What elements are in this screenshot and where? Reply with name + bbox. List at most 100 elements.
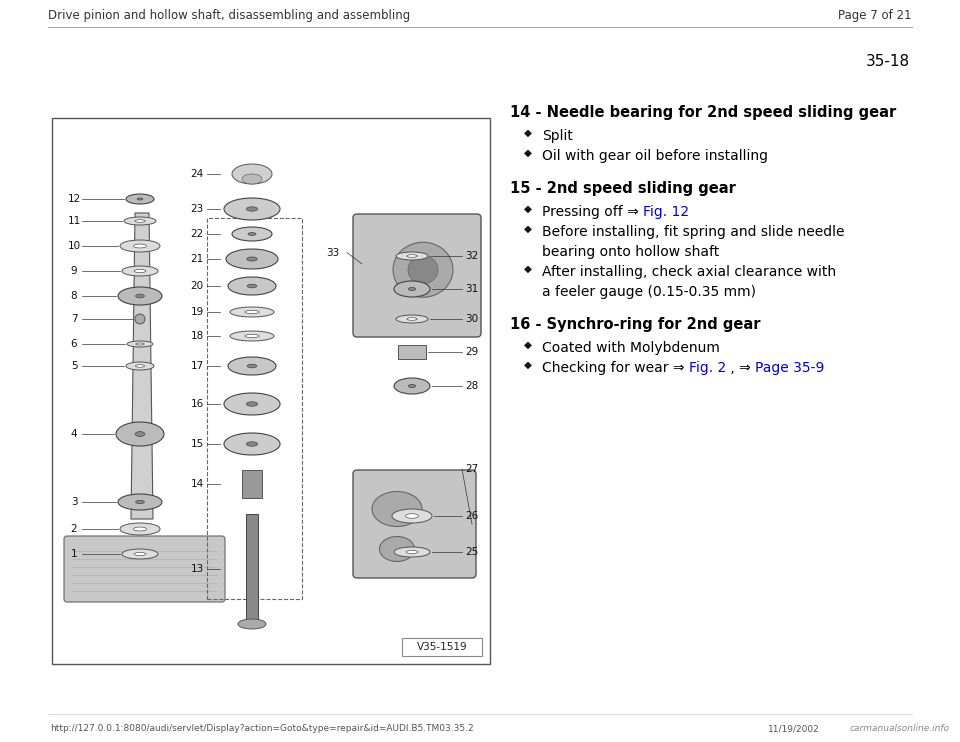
Ellipse shape (242, 174, 262, 184)
Text: 32: 32 (466, 251, 479, 261)
Ellipse shape (372, 491, 422, 527)
Text: 19: 19 (190, 307, 204, 317)
Text: 11/19/2002: 11/19/2002 (768, 724, 820, 733)
FancyBboxPatch shape (353, 214, 481, 337)
Ellipse shape (238, 619, 266, 629)
Text: 7: 7 (71, 314, 78, 324)
Ellipse shape (247, 257, 257, 261)
Ellipse shape (396, 252, 428, 260)
Text: 9: 9 (71, 266, 78, 276)
Text: Split: Split (542, 129, 573, 143)
Text: 12: 12 (67, 194, 81, 204)
Circle shape (135, 314, 145, 324)
Text: 14 - Needle bearing for 2nd speed sliding gear: 14 - Needle bearing for 2nd speed slidin… (510, 105, 897, 120)
Ellipse shape (230, 331, 274, 341)
FancyBboxPatch shape (353, 470, 476, 578)
Text: 4: 4 (71, 429, 78, 439)
FancyBboxPatch shape (64, 536, 225, 602)
Ellipse shape (408, 287, 416, 291)
Ellipse shape (228, 357, 276, 375)
Text: ◆: ◆ (524, 360, 532, 370)
Ellipse shape (120, 240, 160, 252)
Polygon shape (131, 213, 153, 519)
Text: 23: 23 (190, 204, 204, 214)
Ellipse shape (133, 244, 147, 248)
Ellipse shape (126, 194, 154, 204)
Text: 2: 2 (71, 524, 78, 534)
Text: a feeler gauge (0.15-0.35 mm): a feeler gauge (0.15-0.35 mm) (542, 285, 756, 299)
Text: V35-1519: V35-1519 (417, 642, 468, 652)
Text: ◆: ◆ (524, 340, 532, 350)
Ellipse shape (408, 256, 438, 283)
Text: 27: 27 (466, 464, 479, 474)
Bar (242, 470, 262, 498)
Ellipse shape (394, 281, 430, 297)
Ellipse shape (247, 441, 257, 446)
Ellipse shape (230, 307, 274, 317)
Text: 28: 28 (466, 381, 479, 391)
Text: 17: 17 (190, 361, 204, 371)
Text: http://127.0.0.1:8080/audi/servlet/Display?action=Goto&type=repair&id=AUDI.B5.TM: http://127.0.0.1:8080/audi/servlet/Displ… (50, 724, 473, 733)
Ellipse shape (396, 315, 428, 323)
Ellipse shape (392, 509, 432, 523)
Ellipse shape (406, 551, 418, 554)
Text: ◆: ◆ (524, 224, 532, 234)
Text: 25: 25 (466, 547, 479, 557)
Text: , ⇒: , ⇒ (726, 361, 756, 375)
Ellipse shape (248, 364, 257, 368)
Ellipse shape (127, 341, 153, 347)
Text: 20: 20 (190, 281, 204, 291)
Ellipse shape (224, 393, 280, 415)
Ellipse shape (124, 217, 156, 225)
Ellipse shape (120, 523, 160, 535)
Ellipse shape (135, 432, 145, 436)
Ellipse shape (122, 549, 158, 559)
Ellipse shape (394, 378, 430, 394)
Ellipse shape (245, 335, 259, 338)
Text: 10: 10 (67, 241, 81, 251)
Ellipse shape (407, 318, 418, 321)
Ellipse shape (393, 242, 453, 298)
Text: bearing onto hollow shaft: bearing onto hollow shaft (542, 245, 719, 259)
Ellipse shape (118, 494, 162, 510)
Text: Page 7 of 21: Page 7 of 21 (838, 10, 912, 22)
Ellipse shape (135, 343, 144, 345)
Text: 18: 18 (190, 331, 204, 341)
Ellipse shape (226, 249, 278, 269)
Ellipse shape (134, 552, 146, 556)
Ellipse shape (134, 269, 146, 272)
Text: 30: 30 (466, 314, 479, 324)
Text: 33: 33 (325, 248, 339, 257)
Ellipse shape (137, 198, 143, 200)
Text: 1: 1 (71, 549, 78, 559)
Ellipse shape (135, 294, 144, 298)
Text: 22: 22 (190, 229, 204, 239)
Bar (246, 514, 258, 624)
Text: 15 - 2nd speed sliding gear: 15 - 2nd speed sliding gear (510, 181, 736, 196)
Ellipse shape (122, 266, 158, 276)
Ellipse shape (407, 255, 418, 257)
Bar (207, 218, 302, 599)
Text: ◆: ◆ (524, 204, 532, 214)
Ellipse shape (394, 547, 430, 557)
Text: 16 - Synchro-ring for 2nd gear: 16 - Synchro-ring for 2nd gear (510, 317, 760, 332)
Ellipse shape (247, 402, 257, 406)
Ellipse shape (135, 365, 145, 367)
Text: Page 35-9: Page 35-9 (756, 361, 825, 375)
Text: 13: 13 (190, 564, 204, 574)
Ellipse shape (245, 310, 259, 314)
Ellipse shape (228, 277, 276, 295)
Bar (402, 638, 482, 656)
Ellipse shape (379, 536, 415, 562)
Ellipse shape (224, 433, 280, 455)
Ellipse shape (224, 198, 280, 220)
Text: 31: 31 (466, 284, 479, 294)
Text: Coated with Molybdenum: Coated with Molybdenum (542, 341, 720, 355)
Ellipse shape (405, 513, 419, 518)
Text: After installing, check axial clearance with: After installing, check axial clearance … (542, 265, 836, 279)
Text: Fig. 12: Fig. 12 (643, 205, 689, 219)
Text: ◆: ◆ (524, 264, 532, 274)
Text: Fig. 2: Fig. 2 (689, 361, 726, 375)
Text: Drive pinion and hollow shaft, disassembling and assembling: Drive pinion and hollow shaft, disassemb… (48, 10, 410, 22)
Ellipse shape (232, 164, 272, 184)
